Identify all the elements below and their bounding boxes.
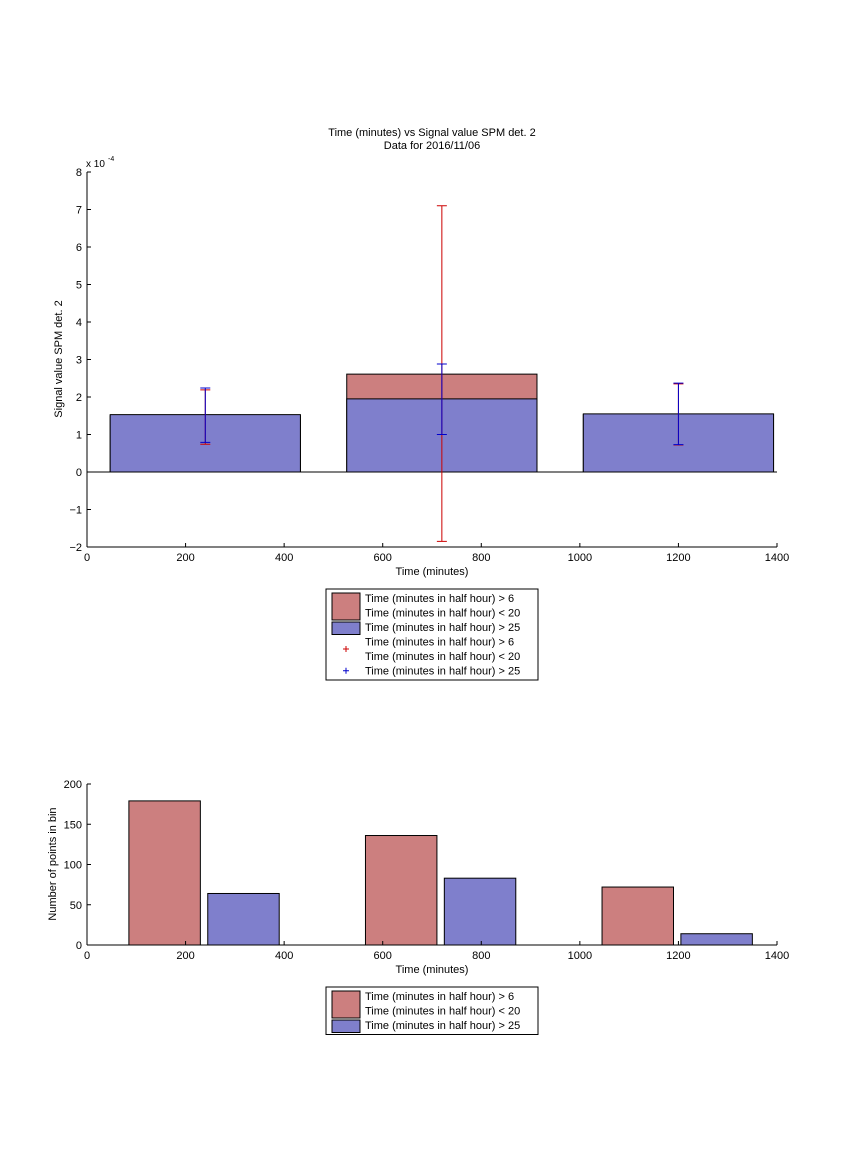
y-tick-label: 50: [70, 900, 82, 912]
x-tick-label: 1400: [765, 552, 789, 564]
legend-label: Time (minutes in half hour) > 6: [365, 991, 514, 1003]
chart-title: Time (minutes) vs Signal value SPM det. …: [328, 127, 535, 139]
bar: [601, 886, 674, 946]
y-axis-label: Signal value SPM det. 2: [53, 300, 65, 417]
x-tick-label: 0: [84, 950, 90, 962]
y-tick-label: 150: [64, 819, 82, 831]
y-tick-label: −2: [69, 542, 82, 554]
y-tick-label: 1: [76, 430, 82, 442]
signal-chart: Time (minutes) vs Signal value SPM det. …: [53, 127, 789, 681]
y-tick-label: 7: [76, 205, 82, 217]
x-tick-label: 200: [176, 950, 194, 962]
legend-swatch: [331, 990, 361, 1019]
legend-box: [325, 588, 539, 681]
x-tick-label: 1200: [666, 552, 690, 564]
x-axis-label: Time (minutes): [396, 566, 469, 578]
bar: [128, 800, 201, 946]
plot-area: 0 200 400 600 800 1000 1200 1400 0 50 100 150 200: [64, 779, 790, 962]
legend-label: Time (minutes in half hour) > 6: [365, 637, 514, 649]
y-exponent-base: x 10: [86, 159, 105, 170]
y-tick-label: 0: [76, 940, 82, 952]
legend: Time (minutes in half hour) > 6 Time (min…: [325, 588, 539, 681]
y-tick-label: 2: [76, 392, 82, 404]
x-tick-label: 1000: [568, 950, 592, 962]
x-tick-label: 1000: [568, 552, 592, 564]
legend-label: Time (minutes in half hour) < 20: [365, 608, 520, 620]
count-chart: 0 200 400 600 800 1000 1200 1400 0 50 100 150 200 Ti…: [47, 779, 789, 1035]
legend-label: Time (minutes in half hour) > 25: [365, 666, 520, 678]
x-tick-label: 800: [472, 552, 490, 564]
x-axis-label: Time (minutes): [396, 964, 469, 976]
y-tick-label: 0: [76, 467, 82, 479]
legend-swatch: [331, 621, 361, 635]
bar: [364, 835, 438, 946]
y-tick-label: 6: [76, 242, 82, 254]
x-tick-label: 0: [84, 552, 90, 564]
x-tick-label: 800: [472, 950, 490, 962]
x-tick-label: 400: [275, 950, 293, 962]
legend-swatch: [331, 592, 361, 621]
y-tick-label: 3: [76, 355, 82, 367]
bar: [207, 892, 280, 946]
legend-label: Time (minutes in half hour) > 6: [365, 593, 514, 605]
plot-area: 0 200 400 600 800 1000 1200 1400 −2 −1 0 1 2 3 4 5 6 7 8: [69, 167, 789, 564]
legend-swatch: [331, 1019, 361, 1033]
x-tick-label: 600: [374, 552, 392, 564]
x-tick-label: 600: [374, 950, 392, 962]
legend-label: Time (minutes in half hour) < 20: [365, 651, 520, 663]
y-tick-label: 4: [76, 317, 82, 329]
y-tick-label: 5: [76, 280, 82, 292]
y-tick-label: 200: [64, 779, 82, 791]
x-tick-label: 1200: [666, 950, 690, 962]
x-tick-label: 1400: [765, 950, 789, 962]
legend-label: Time (minutes in half hour) > 25: [365, 1020, 520, 1032]
legend-box: [325, 986, 539, 1035]
y-axis-label: Number of points in bin: [47, 807, 59, 920]
legend: Time (minutes in half hour) > 6 Time (min…: [325, 986, 539, 1035]
bar: [443, 877, 517, 946]
chart-subtitle: Data for 2016/11/06: [384, 140, 480, 152]
y-exponent-power: -4: [108, 156, 114, 163]
y-tick-label: 100: [64, 860, 82, 872]
x-tick-label: 200: [176, 552, 194, 564]
legend-label: Time (minutes in half hour) > 25: [365, 622, 520, 634]
y-tick-label: 8: [76, 167, 82, 179]
legend-label: Time (minutes in half hour) < 20: [365, 1006, 520, 1018]
x-tick-label: 400: [275, 552, 293, 564]
y-tick-label: −1: [69, 505, 82, 517]
bar: [680, 933, 753, 946]
